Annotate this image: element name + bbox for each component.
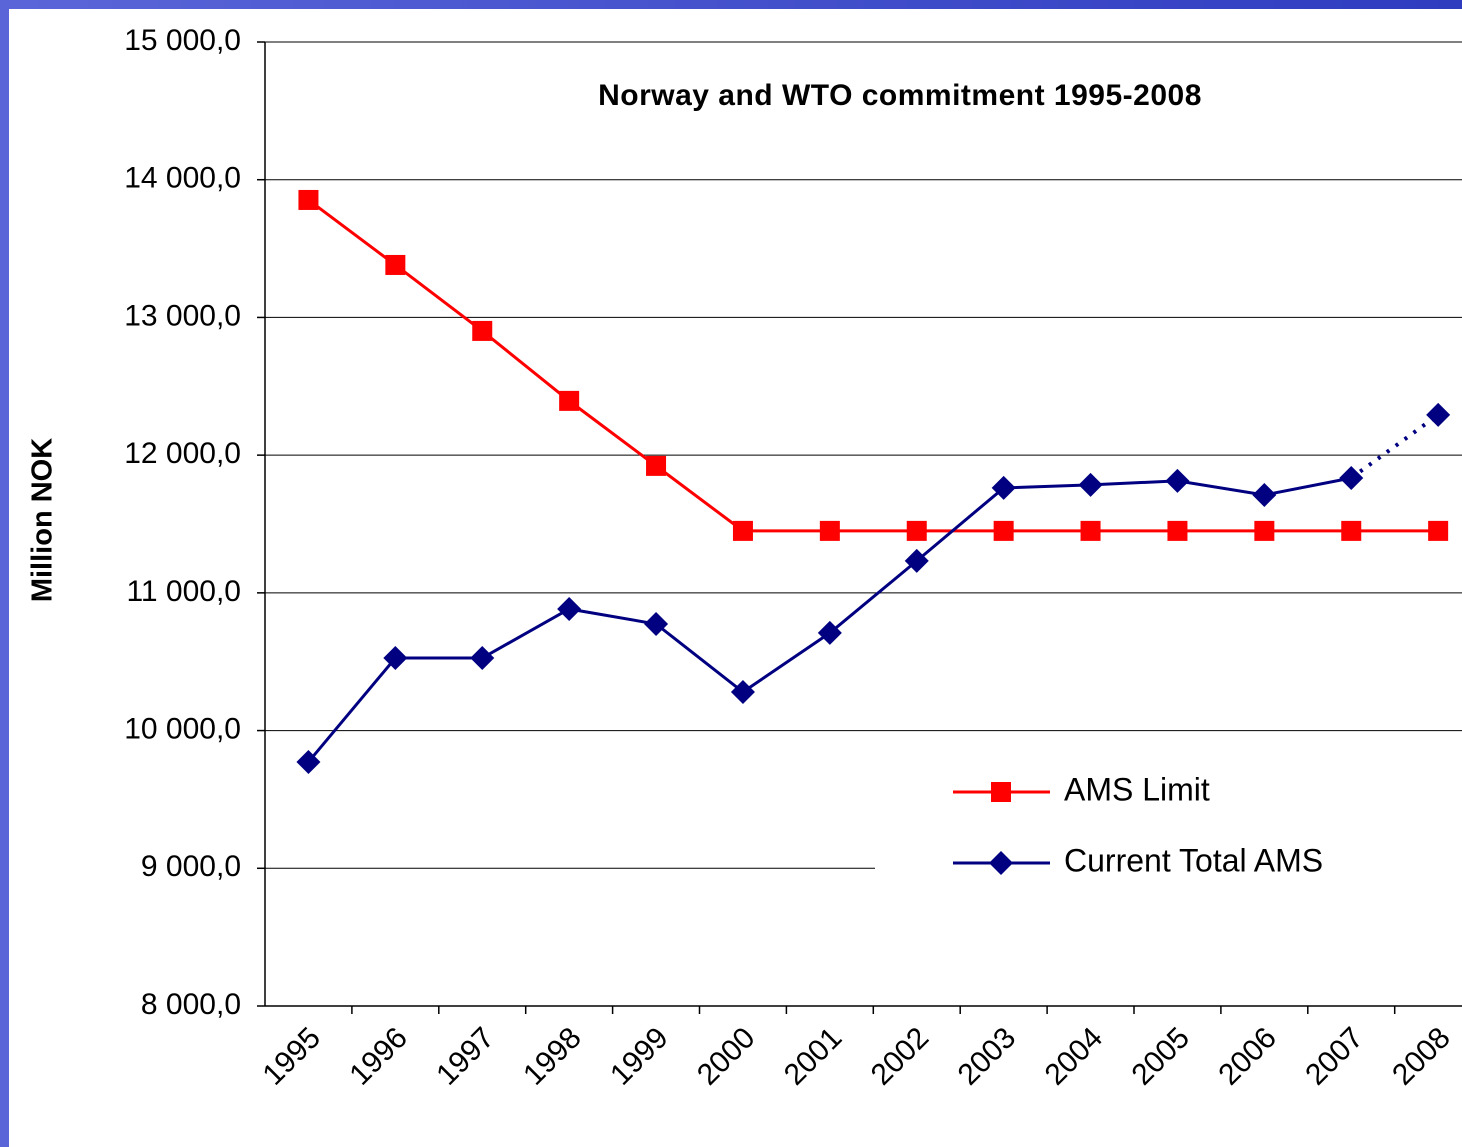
point [1428,520,1449,541]
point [646,455,667,476]
series-line [307,198,1439,533]
y-tick-label: 15 000,0 [124,24,241,57]
y-tick-label: 14 000,0 [124,162,241,195]
point [385,254,406,275]
legend-label: Current Total AMS [1064,842,1323,878]
y-tick-label: 10 000,0 [124,712,241,745]
point [472,320,493,341]
series-line [1350,413,1440,480]
point [732,520,753,541]
point [470,645,495,670]
chart-title: Norway and WTO commitment 1995-2008 [598,79,1202,112]
point [1078,472,1103,497]
y-axis-label: Million NOK [27,438,59,602]
point [1080,520,1101,541]
point [1252,482,1277,507]
point [991,475,1016,500]
point [906,520,927,541]
point [1167,520,1188,541]
y-tick-label: 12 000,0 [124,437,241,470]
point [993,520,1014,541]
point [1426,402,1451,427]
point [296,749,321,774]
y-tick-label: 8 000,0 [141,988,241,1021]
point [1254,520,1275,541]
y-tick-label: 13 000,0 [124,299,241,332]
y-tick-label: 9 000,0 [141,850,241,883]
point [557,596,582,621]
point [1341,520,1362,541]
point [817,620,842,645]
point [819,520,840,541]
legend-marker [989,851,1013,875]
point [730,680,755,705]
point [644,611,669,636]
point [1165,468,1190,493]
point [383,645,408,670]
point [904,548,929,573]
chart-background [9,9,1462,1147]
point [559,390,580,411]
legend [875,752,1462,892]
legend-marker [991,782,1011,802]
point [1339,466,1364,491]
y-tick-label: 11 000,0 [126,575,241,608]
legend-label: AMS Limit [1064,771,1210,807]
point [298,189,319,210]
